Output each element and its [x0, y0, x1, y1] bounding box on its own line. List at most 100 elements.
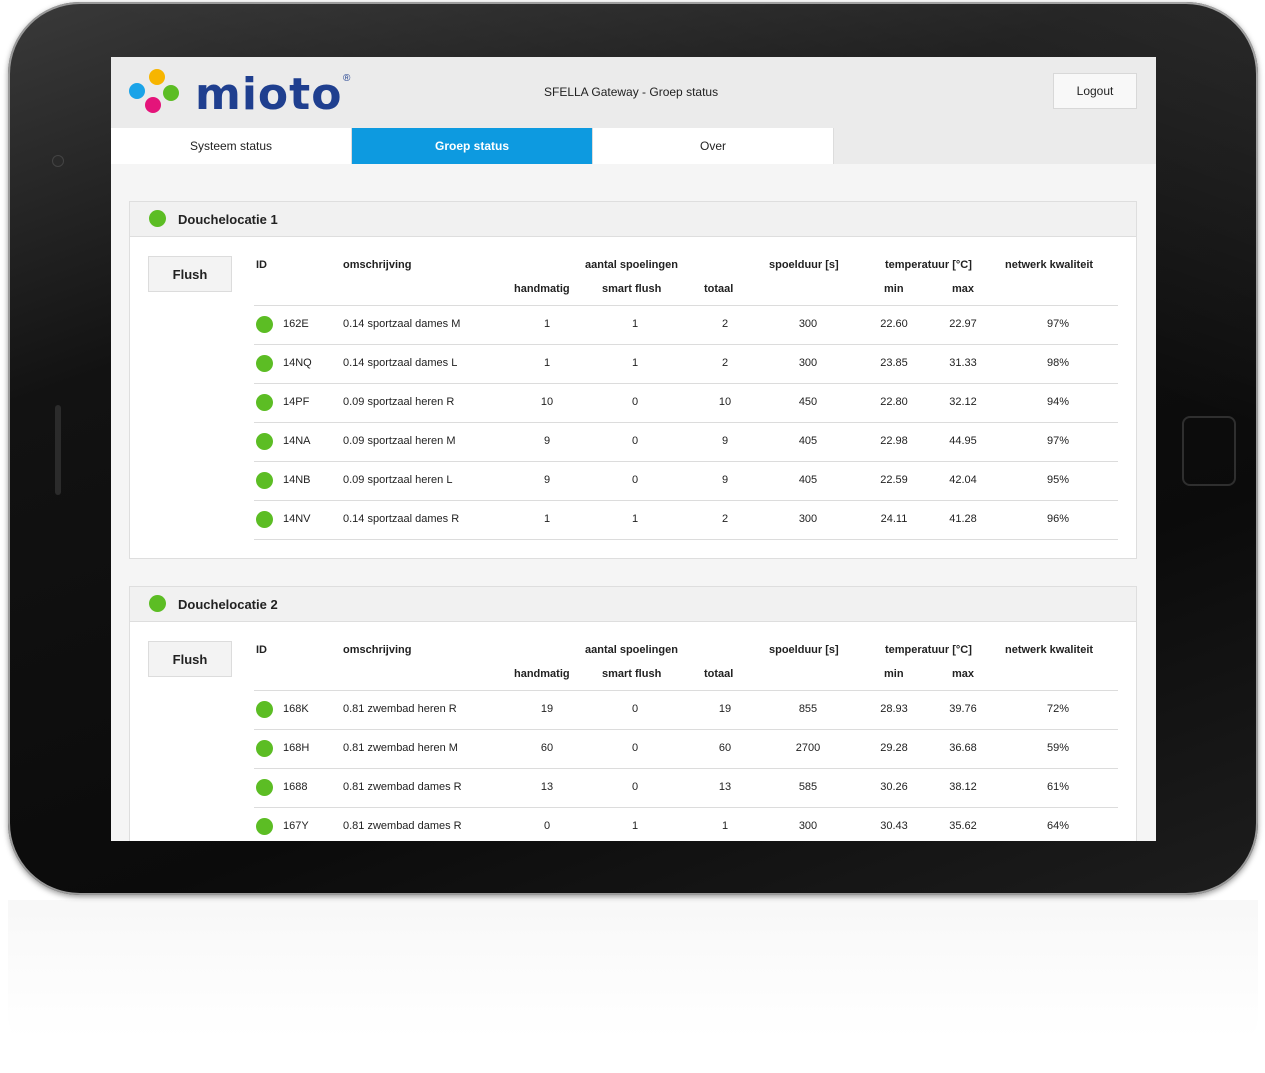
- row-netwerk: 61%: [1046, 781, 1070, 793]
- panel-header: Douchelocatie 1: [130, 202, 1136, 237]
- tab-systeem-status[interactable]: Systeem status: [111, 128, 352, 164]
- column-header-omschrijving: omschrijving: [343, 644, 412, 656]
- row-temp-max: 38.12: [949, 781, 977, 793]
- status-dot-icon: [256, 355, 273, 372]
- row-handmatig: 1: [543, 318, 551, 330]
- table-divider: [254, 729, 1118, 730]
- status-dot-icon: [256, 472, 273, 489]
- column-header-spoelduur: spoelduur [s]: [769, 259, 839, 271]
- table-divider: [254, 461, 1118, 462]
- row-handmatig: 19: [540, 703, 554, 715]
- column-header-handmatig: handmatig: [514, 283, 570, 295]
- row-omschrijving: 0.14 sportzaal dames M: [343, 318, 461, 330]
- page-title: SFELLA Gateway - Groep status: [544, 85, 719, 99]
- row-temp-max: 22.97: [949, 318, 977, 330]
- row-spoelduur: 450: [798, 396, 818, 408]
- table-divider: [254, 305, 1118, 306]
- row-id: 14NA: [283, 435, 311, 447]
- row-omschrijving: 0.14 sportzaal dames R: [343, 513, 460, 525]
- row-totaal: 60: [718, 742, 732, 754]
- row-temp-max: 42.04: [949, 474, 977, 486]
- panel-title: Douchelocatie 1: [178, 212, 278, 227]
- row-temp-max: 41.28: [949, 513, 977, 525]
- row-handmatig: 60: [540, 742, 554, 754]
- row-spoelduur: 300: [798, 820, 818, 832]
- row-spoelduur: 300: [798, 513, 818, 525]
- column-header-id: ID: [256, 259, 267, 271]
- table-divider: [254, 383, 1118, 384]
- row-temp-min: 30.43: [880, 820, 908, 832]
- main-content: Douchelocatie 1 Flush ID omschrijving aantal…: [111, 164, 1156, 841]
- row-handmatig: 1: [543, 513, 551, 525]
- row-omschrijving: 0.81 zwembad dames R: [343, 820, 462, 832]
- row-netwerk: 59%: [1046, 742, 1070, 754]
- group-panel: Douchelocatie 2 Flush ID omschrijving aantal…: [129, 586, 1137, 841]
- logout-button[interactable]: Logout: [1053, 73, 1137, 109]
- row-netwerk: 95%: [1046, 474, 1070, 486]
- tab-over[interactable]: Over: [593, 128, 834, 164]
- row-totaal: 9: [721, 474, 729, 486]
- row-netwerk: 96%: [1046, 513, 1070, 525]
- row-totaal: 2: [721, 318, 729, 330]
- column-header-aantal-spoelingen: aantal spoelingen: [585, 259, 678, 271]
- logo-petal-icon: [163, 85, 179, 101]
- panel-header: Douchelocatie 2: [130, 587, 1136, 622]
- side-button: [55, 405, 61, 495]
- column-header-temperatuur: temperatuur [°C]: [885, 644, 972, 656]
- row-totaal: 2: [721, 357, 729, 369]
- status-dot-icon: [256, 433, 273, 450]
- table-divider: [254, 690, 1118, 691]
- row-handmatig: 0: [543, 820, 551, 832]
- status-dot-icon: [256, 511, 273, 528]
- row-totaal: 10: [718, 396, 732, 408]
- row-spoelduur: 300: [798, 318, 818, 330]
- tablet-reflection: [8, 900, 1258, 1073]
- row-temp-min: 22.59: [880, 474, 908, 486]
- row-smart-flush: 0: [631, 781, 639, 793]
- row-temp-min: 29.28: [880, 742, 908, 754]
- row-handmatig: 1: [543, 357, 551, 369]
- row-smart-flush: 1: [631, 820, 639, 832]
- row-netwerk: 97%: [1046, 318, 1070, 330]
- row-temp-min: 22.80: [880, 396, 908, 408]
- row-netwerk: 94%: [1046, 396, 1070, 408]
- row-handmatig: 9: [543, 435, 551, 447]
- table-divider: [254, 344, 1118, 345]
- row-smart-flush: 1: [631, 357, 639, 369]
- status-dot-icon: [256, 701, 273, 718]
- table-divider: [254, 539, 1118, 540]
- row-handmatig: 10: [540, 396, 554, 408]
- row-totaal: 9: [721, 435, 729, 447]
- row-temp-min: 30.26: [880, 781, 908, 793]
- row-netwerk: 64%: [1046, 820, 1070, 832]
- row-netwerk: 98%: [1046, 357, 1070, 369]
- row-netwerk: 72%: [1046, 703, 1070, 715]
- status-dot-icon: [256, 316, 273, 333]
- row-smart-flush: 1: [631, 318, 639, 330]
- column-header-totaal: totaal: [704, 668, 734, 680]
- status-dot-icon: [256, 394, 273, 411]
- row-id: 167Y: [283, 820, 309, 832]
- panel-title: Douchelocatie 2: [178, 597, 278, 612]
- row-id: 1688: [283, 781, 308, 793]
- column-header-min: min: [884, 668, 904, 680]
- row-temp-max: 31.33: [949, 357, 977, 369]
- row-spoelduur: 405: [798, 435, 818, 447]
- column-header-max: max: [952, 668, 975, 680]
- row-spoelduur: 855: [798, 703, 818, 715]
- column-header-id: ID: [256, 644, 267, 656]
- row-spoelduur: 2700: [795, 742, 821, 754]
- status-dot-icon: [256, 779, 273, 796]
- flush-button[interactable]: Flush: [148, 256, 232, 292]
- tab-groep-status[interactable]: Groep status: [352, 128, 593, 164]
- status-dot-icon: [149, 210, 166, 227]
- row-smart-flush: 0: [631, 435, 639, 447]
- row-id: 14PF: [283, 396, 310, 408]
- row-totaal: 13: [718, 781, 732, 793]
- row-temp-max: 32.12: [949, 396, 977, 408]
- flush-button[interactable]: Flush: [148, 641, 232, 677]
- tab-bar: Systeem status Groep status Over: [111, 128, 1156, 164]
- logo-petal-icon: [145, 97, 161, 113]
- row-handmatig: 13: [540, 781, 554, 793]
- row-temp-min: 23.85: [880, 357, 908, 369]
